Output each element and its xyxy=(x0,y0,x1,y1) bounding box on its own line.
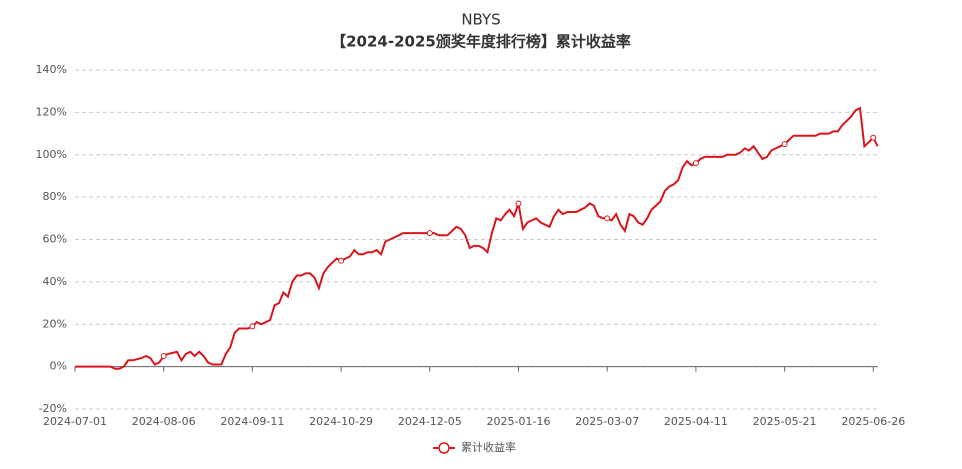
x-tick-label: 2024-10-29 xyxy=(309,415,373,428)
y-tick-label: 120% xyxy=(36,105,67,118)
point xyxy=(692,160,699,167)
legend-marker xyxy=(438,442,450,454)
x-tick-label: 2024-12-05 xyxy=(398,415,462,428)
x-tick-label: 2025-01-16 xyxy=(487,415,551,428)
point xyxy=(604,215,611,222)
point xyxy=(160,353,167,360)
x-tick-label: 2025-04-11 xyxy=(664,415,728,428)
y-tick-label: 140% xyxy=(36,63,67,76)
series-line xyxy=(75,106,879,370)
point xyxy=(781,141,788,148)
y-tick-label: 80% xyxy=(43,190,67,203)
x-tick-label: 2025-06-26 xyxy=(841,415,905,428)
y-tick-label: 60% xyxy=(43,233,67,246)
point xyxy=(338,257,345,264)
y-tick-label: -20% xyxy=(39,402,67,415)
x-tick-label: 2024-08-06 xyxy=(132,415,196,428)
x-tick-label: 2024-07-01 xyxy=(43,415,107,428)
legend-label: 累计收益率 xyxy=(461,440,516,454)
y-tick-label: 40% xyxy=(43,275,67,288)
x-tick-label: 2025-03-07 xyxy=(575,415,639,428)
point xyxy=(249,323,256,330)
x-tick-label: 2024-09-11 xyxy=(220,415,284,428)
y-tick-label: 0% xyxy=(50,360,67,373)
point xyxy=(515,200,522,207)
y-tick-label: 100% xyxy=(36,148,67,161)
point xyxy=(426,230,433,237)
y-tick-label: 20% xyxy=(43,317,67,330)
x-tick-label: 2025-05-21 xyxy=(753,415,817,428)
point xyxy=(870,134,877,141)
chart-subtitle: 【2024-2025颁奖年度排行榜】累计收益率 xyxy=(331,33,631,51)
chart-title: NBYS xyxy=(461,11,500,29)
